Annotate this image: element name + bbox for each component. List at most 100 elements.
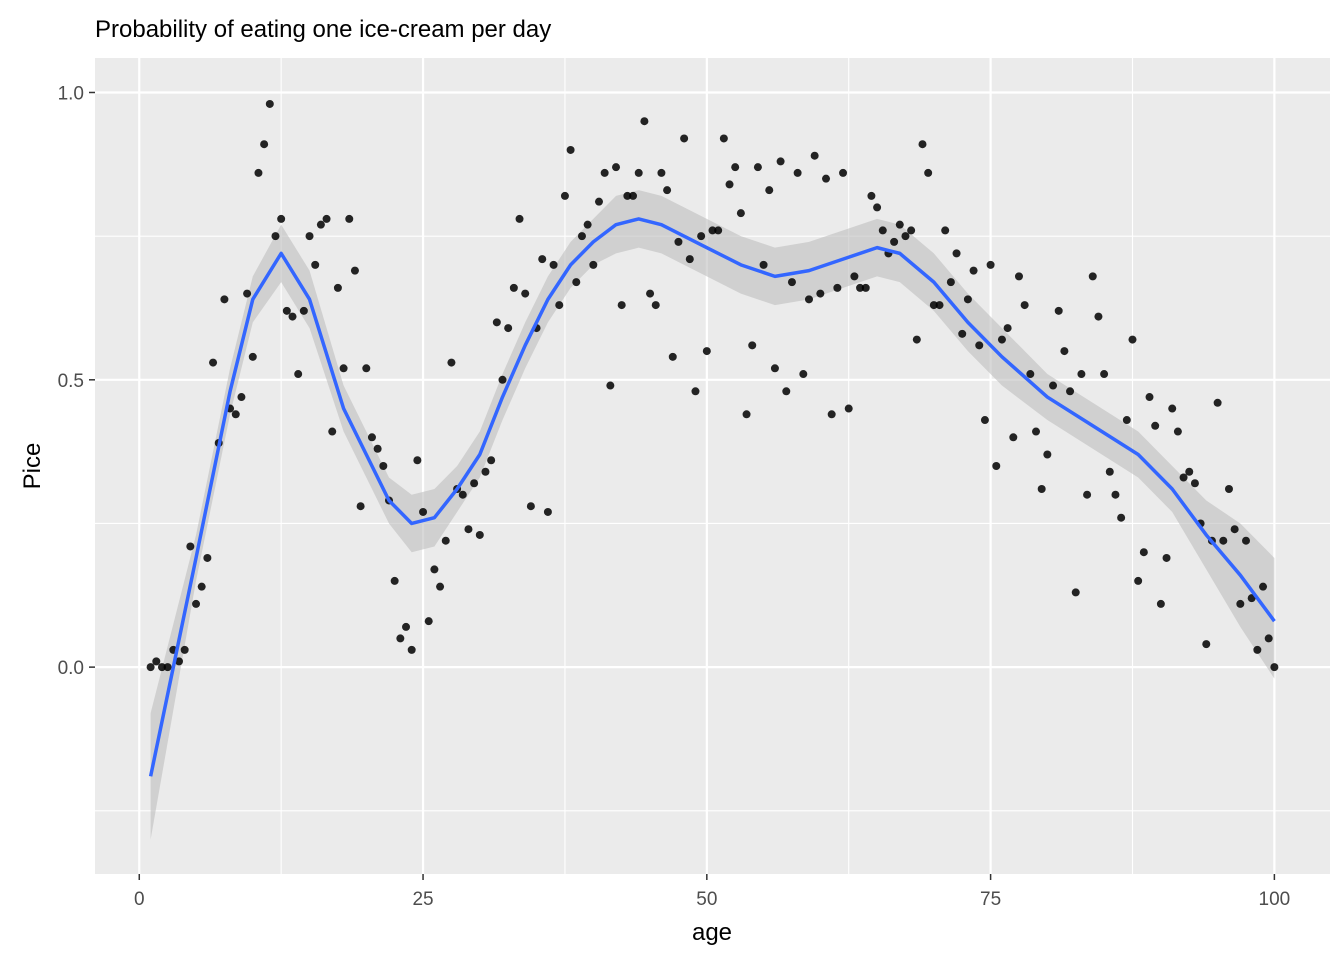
data-point xyxy=(379,462,388,470)
data-point xyxy=(997,335,1006,344)
x-axis-ticks: 0 25 50 75 100 xyxy=(134,874,1290,910)
data-point xyxy=(174,657,183,666)
data-point xyxy=(209,358,218,367)
data-point xyxy=(419,507,428,516)
data-point xyxy=(827,410,836,419)
data-point xyxy=(424,617,433,626)
data-point xyxy=(328,427,337,436)
data-point xyxy=(1236,599,1245,608)
data-point xyxy=(367,433,376,442)
smooth-line-layer xyxy=(148,217,1276,777)
data-point xyxy=(526,502,535,511)
data-point xyxy=(787,278,796,287)
data-point xyxy=(890,237,899,246)
data-point xyxy=(254,168,263,177)
data-point xyxy=(231,410,240,419)
data-point xyxy=(1185,467,1194,476)
data-point xyxy=(1134,576,1143,585)
data-point xyxy=(725,180,734,189)
data-point xyxy=(299,306,308,315)
data-point xyxy=(1111,490,1120,499)
data-point xyxy=(1014,272,1023,281)
data-point xyxy=(1077,370,1086,379)
data-point xyxy=(606,381,615,390)
data-point xyxy=(560,191,569,200)
data-point xyxy=(810,151,819,160)
data-point xyxy=(612,163,621,172)
data-point xyxy=(192,599,201,608)
data-point xyxy=(958,329,967,338)
data-point xyxy=(748,341,757,350)
data-point xyxy=(390,576,399,585)
x-tick-label: 0 xyxy=(134,889,145,910)
data-point xyxy=(901,232,910,241)
data-point xyxy=(804,295,813,304)
data-point xyxy=(1145,393,1154,402)
data-point xyxy=(924,168,933,177)
x-tick-label: 50 xyxy=(696,889,717,910)
data-point xyxy=(969,266,978,275)
data-point xyxy=(651,301,660,310)
data-point xyxy=(350,266,359,275)
data-point xyxy=(277,214,286,223)
data-point xyxy=(799,370,808,379)
data-point xyxy=(1213,398,1222,407)
data-point xyxy=(487,456,496,465)
data-point xyxy=(316,220,325,229)
data-point xyxy=(668,352,677,361)
y-tick-label: 1.0 xyxy=(58,83,84,104)
data-point xyxy=(305,232,314,241)
data-point xyxy=(1190,479,1199,488)
data-point xyxy=(1122,416,1131,425)
data-point xyxy=(447,358,456,367)
data-point xyxy=(873,203,882,212)
data-point xyxy=(935,301,944,310)
data-point xyxy=(657,168,666,177)
smooth-line xyxy=(148,217,1276,777)
data-point xyxy=(356,502,365,511)
data-point xyxy=(311,260,320,269)
data-point xyxy=(1151,421,1160,430)
data-point xyxy=(1270,663,1279,672)
data-point xyxy=(1230,525,1239,534)
data-point xyxy=(1088,272,1097,281)
data-point xyxy=(572,278,581,287)
x-axis-title: age xyxy=(692,919,732,946)
data-point xyxy=(549,260,558,269)
data-point xyxy=(731,163,740,172)
data-point xyxy=(1071,588,1080,597)
data-point xyxy=(1032,427,1041,436)
data-point xyxy=(1105,467,1114,476)
data-point xyxy=(555,301,564,310)
scatter-points xyxy=(146,99,1279,672)
data-point xyxy=(1037,484,1046,493)
data-point xyxy=(776,157,785,166)
data-point xyxy=(1168,404,1177,413)
data-point xyxy=(714,226,723,235)
chart-title: Probability of eating one ice-cream per … xyxy=(95,16,551,43)
x-tick-label: 75 xyxy=(980,889,1001,910)
data-point xyxy=(538,255,547,264)
data-point xyxy=(861,283,870,292)
data-point xyxy=(413,456,422,465)
data-point xyxy=(1173,427,1182,436)
data-point xyxy=(986,260,995,269)
data-point xyxy=(1003,324,1012,333)
data-point xyxy=(407,645,416,654)
data-point xyxy=(577,232,586,241)
data-point xyxy=(702,347,711,356)
data-point xyxy=(992,462,1001,470)
data-point xyxy=(1054,306,1063,315)
data-point xyxy=(515,214,524,223)
data-point xyxy=(402,622,411,631)
data-point xyxy=(918,140,927,149)
data-point xyxy=(1253,645,1262,654)
data-point xyxy=(1224,484,1233,493)
data-point xyxy=(878,226,887,235)
data-point xyxy=(345,214,354,223)
data-point xyxy=(770,364,779,373)
data-point xyxy=(685,255,694,264)
data-point xyxy=(157,663,166,672)
data-point xyxy=(816,289,825,298)
data-point xyxy=(907,226,916,235)
